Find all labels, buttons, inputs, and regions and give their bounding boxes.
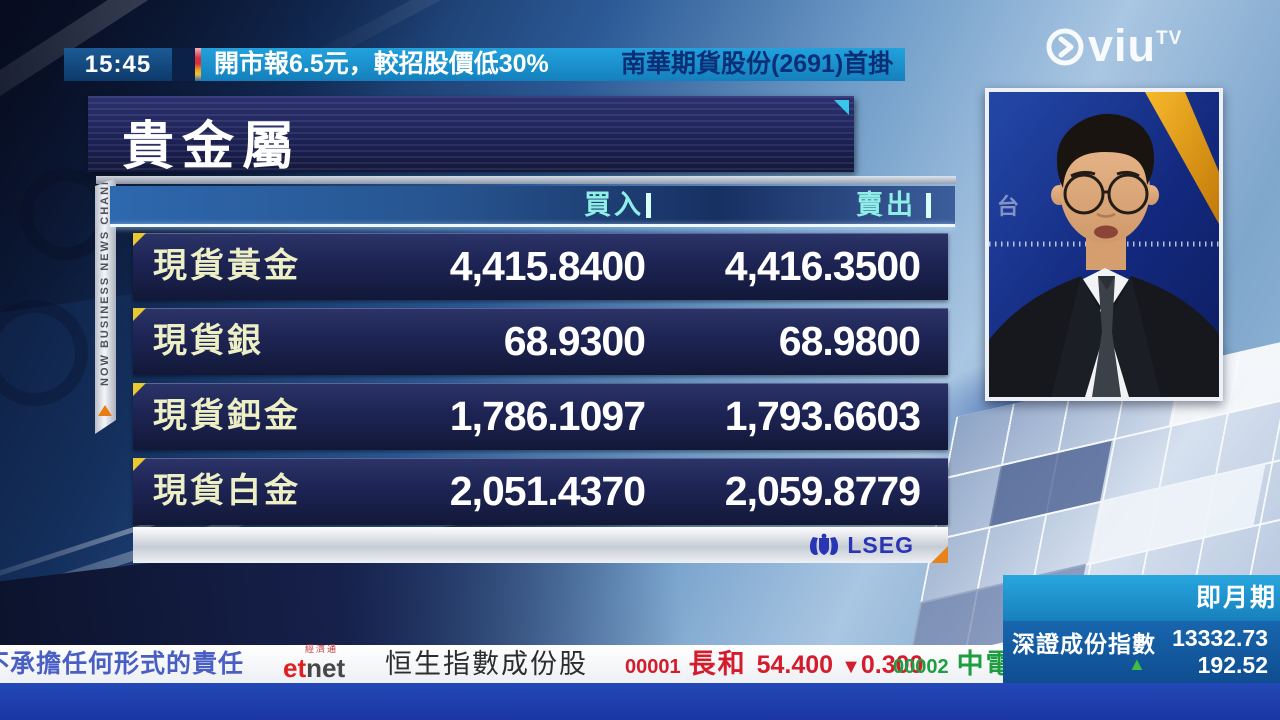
headline-primary: 開市報6.5元，較招股價低30% (214, 50, 549, 78)
stock-quote-00001: 00001 長和 54.400 ▼0.300 (625, 645, 923, 688)
index-name: 深證成份指數 (1012, 631, 1156, 657)
buy-price: 1,786.1097 (449, 393, 646, 439)
headline-gap (172, 48, 195, 81)
table-row-platinum: 現貨白金 2,051.4370 2,059.8779 (133, 458, 948, 525)
up-arrow-icon: ▲ (1128, 654, 1146, 674)
metal-name: 現貨銀 (153, 322, 264, 360)
sell-price: 1,793.6603 (724, 393, 921, 439)
sell-column-marker (926, 193, 931, 218)
down-arrow-icon: ▼ (841, 656, 861, 678)
column-header-sell: 賣出 (856, 190, 916, 220)
table-row-gold: 現貨黃金 4,415.8400 4,416.3500 (133, 233, 948, 300)
silver-divider (96, 176, 956, 184)
etnet-chinese-label: 經濟通 (305, 644, 339, 654)
stock-change: 0.300 (860, 651, 924, 679)
buy-price: 68.9300 (503, 318, 646, 364)
data-source-bar: LSEG (133, 527, 948, 563)
index-panel-body: 深證成份指數 13332.73 ▲ 192.52 (1003, 621, 1280, 683)
headline-secondary: 南華期貨股份(2691)首掛 (621, 50, 894, 78)
cyan-corner-triangle (834, 100, 849, 115)
sell-price: 4,416.3500 (724, 243, 921, 289)
table-row-silver: 現貨銀 68.9300 68.9800 (133, 308, 948, 375)
headline-color-stripe (195, 48, 201, 81)
viutv-wordmark: viu (1088, 20, 1157, 71)
checker-tile (1087, 462, 1266, 564)
stock-price: 54.400 (756, 651, 834, 679)
orange-corner-triangle (931, 546, 948, 563)
yellow-corner-icon (133, 233, 146, 246)
metals-panel-title-bar: 貴金屬 (88, 96, 854, 176)
index-panel: 即月期 深證成份指數 13332.73 ▲ 192.52 (1003, 575, 1280, 683)
stock-code: 00002 (893, 656, 949, 678)
index-change: 192.52 (1197, 652, 1268, 678)
buy-column-marker (646, 193, 651, 218)
background-ring (0, 300, 88, 406)
column-header-buy: 買入 (584, 190, 644, 220)
stock-name: 長和 (688, 649, 747, 679)
bottom-blue-bar (0, 683, 1280, 720)
presenter-video-box: 台 (983, 88, 1227, 401)
checker-tile (989, 440, 1112, 527)
disclaimer-text: 不承擔任何形式的責任 (0, 650, 245, 678)
presenter-photo: 台 (983, 92, 1227, 397)
stock-code: 00001 (625, 656, 681, 678)
etnet-logo: 經濟通 etnet (283, 645, 345, 692)
index-panel-header: 即月期 (1003, 575, 1280, 621)
etnet-et: et (283, 653, 307, 683)
titlebar-scanlines (88, 96, 854, 172)
etnet-net: net (306, 653, 346, 683)
metals-panel-title: 貴金屬 (122, 118, 303, 176)
channel-strip: NOW BUSINESS NEWS CHANNEL (95, 178, 116, 434)
lseg-crest-icon (810, 533, 839, 555)
clock: 15:45 (64, 48, 172, 81)
buy-price: 4,415.8400 (449, 243, 646, 289)
yellow-corner-icon (133, 458, 146, 471)
orange-triangle-icon (98, 405, 112, 416)
clock-time: 15:45 (84, 50, 152, 78)
ticker-section-title: 恒生指數成份股 (385, 649, 588, 679)
metal-name: 現貨黃金 (153, 247, 301, 285)
yellow-corner-icon (133, 383, 146, 396)
index-value: 13332.73 (1172, 625, 1268, 651)
lseg-wordmark: LSEG (847, 532, 914, 558)
metal-name: 現貨鈀金 (153, 397, 301, 435)
sell-price: 68.9800 (778, 318, 921, 364)
headline-ticker: 開市報6.5元，較招股價低30% 南華期貨股份(2691)首掛 (201, 48, 905, 81)
viutv-tv-superscript: TV (1156, 28, 1183, 49)
viutv-logo: viu TV (1042, 22, 1182, 70)
metal-name: 現貨白金 (153, 472, 301, 510)
svg-text:台: 台 (997, 194, 1019, 219)
buy-price: 2,051.4370 (449, 468, 646, 514)
lseg-logo: LSEG (807, 532, 914, 559)
viutv-play-icon (1046, 28, 1084, 66)
table-row-palladium: 現貨鈀金 1,786.1097 1,793.6603 (133, 383, 948, 450)
metals-table-header: 買入 賣出 (110, 186, 955, 227)
sell-price: 2,059.8779 (724, 468, 921, 514)
yellow-corner-icon (133, 308, 146, 321)
